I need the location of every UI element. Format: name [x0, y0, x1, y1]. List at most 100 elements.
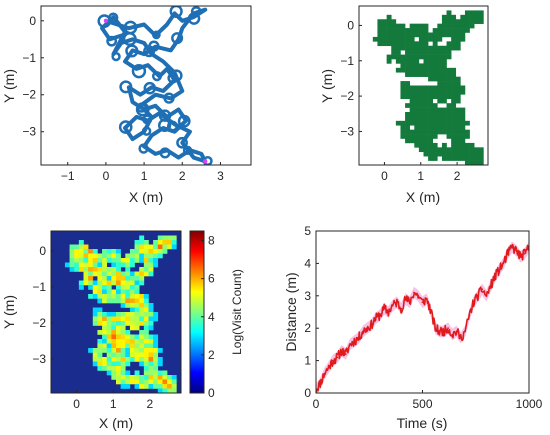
- occupancy-cell: [437, 120, 443, 126]
- occupancy-cell: [437, 72, 443, 77]
- heatmap-cell: [97, 330, 103, 335]
- occupancy-cell: [446, 89, 452, 95]
- heatmap-cell: [134, 294, 140, 299]
- occupancy-cell: [423, 23, 429, 29]
- occupancy-cell: [437, 59, 443, 64]
- heatmap-cell: [102, 321, 108, 326]
- heatmap-cell: [106, 258, 112, 263]
- heatmap-cell: [111, 258, 117, 263]
- occupancy-cell: [455, 98, 461, 104]
- heatmap-cell: [83, 244, 89, 250]
- occupancy-cell: [382, 19, 387, 24]
- occupancy-cell: [437, 76, 443, 82]
- occupancy-cell: [409, 134, 415, 139]
- heatmap-cell: [143, 321, 149, 326]
- distance-point: [366, 327, 369, 330]
- heatmap-cell: [116, 312, 121, 317]
- occupancy-cell: [446, 107, 452, 113]
- heatmap-cell: [111, 343, 117, 349]
- heatmap-cell: [129, 253, 135, 259]
- heatmap-cell: [102, 262, 108, 268]
- occupancy-cell: [460, 129, 466, 135]
- occupancy-cell: [460, 147, 466, 153]
- trajectory-loop: [136, 102, 147, 113]
- heatmap-cell: [111, 316, 117, 322]
- distance-point: [361, 330, 364, 333]
- distance-point: [336, 356, 339, 359]
- heatmap-cell: [125, 271, 131, 277]
- trajectory-xtick-label: 2: [179, 169, 186, 183]
- occupancy-cell: [441, 151, 447, 157]
- occupancy-cell: [478, 156, 484, 161]
- trajectory-loop: [138, 143, 149, 154]
- heatmap-cell: [69, 258, 75, 263]
- heatmap-cell: [167, 379, 173, 385]
- occupancy-cell: [395, 41, 401, 47]
- occupancy-cell: [446, 76, 452, 82]
- heatmap-cell: [64, 262, 70, 268]
- distance-point: [319, 382, 322, 385]
- heatmap-cell: [143, 370, 149, 376]
- heatmap-cell: [111, 249, 117, 254]
- occupancy-cell: [451, 138, 457, 144]
- occupancy-cell: [432, 76, 438, 82]
- distance-ylabel: Distance (m): [283, 272, 299, 351]
- heatmap-cell: [134, 244, 140, 250]
- heatmap-cell: [116, 375, 121, 380]
- occupancy-cell: [464, 142, 470, 148]
- occupancy-cell: [395, 23, 401, 29]
- heatmap-cell: [171, 244, 177, 250]
- heatmap-cell: [74, 267, 80, 272]
- occupancy-cell: [428, 32, 434, 38]
- colorbar-tick-label: 8: [208, 234, 215, 248]
- occupancy-cell: [386, 28, 392, 33]
- occupancy-cell: [446, 103, 452, 108]
- heatmap-cell: [102, 325, 108, 331]
- heatmap-cell: [143, 294, 149, 299]
- occupancy-cell: [409, 138, 415, 144]
- occupancy-cell: [455, 41, 461, 47]
- occupancy-cell: [405, 59, 410, 64]
- heatmap-cell: [106, 330, 112, 335]
- heatmap-cell: [78, 240, 84, 245]
- heatmap-cell: [143, 267, 149, 272]
- heatmap-cell: [69, 244, 75, 250]
- occupancy-cell: [441, 28, 447, 33]
- occupancy-cell: [455, 107, 461, 113]
- occupancy-cell: [405, 116, 410, 122]
- heatmap-cell: [134, 325, 140, 331]
- occupancy-cell: [460, 112, 466, 117]
- heatmap-cell: [153, 249, 159, 254]
- occupancy-cell: [464, 156, 470, 161]
- trajectory-ytick-label: −2: [22, 88, 36, 102]
- heatmap-cell: [139, 352, 145, 358]
- occupancy-cell: [400, 36, 406, 42]
- occupancy-plot-area: [372, 10, 484, 165]
- heatmap-cell: [116, 325, 121, 331]
- trajectory-xtick-label: 3: [217, 169, 224, 183]
- distance-xtick-label: 500: [412, 397, 432, 411]
- occupancy-cell: [391, 54, 397, 60]
- occupancy-cell: [441, 89, 447, 95]
- heatmap-cell: [92, 285, 98, 290]
- heatmap-cell: [92, 249, 98, 254]
- trajectory-loop: [151, 71, 163, 82]
- heatmap-cell: [125, 276, 131, 281]
- occupancy-cell: [446, 54, 452, 60]
- occupancy-cell: [455, 36, 461, 42]
- heatmap-cell: [116, 249, 121, 254]
- heatmap-cell: [129, 298, 135, 304]
- heatmap-cell: [171, 235, 177, 241]
- heatmap-cell: [116, 258, 121, 263]
- heatmap-cell: [162, 240, 168, 245]
- occupancy-cell: [455, 116, 461, 122]
- occupancy-cell: [455, 142, 461, 148]
- occupancy-cell: [414, 98, 420, 104]
- occupancy-cell: [391, 28, 397, 33]
- heatmap-cell: [143, 366, 149, 371]
- heatmap-cell: [125, 303, 131, 308]
- occupancy-cell: [446, 94, 452, 100]
- heatmap-cell: [69, 262, 75, 268]
- occupancy-cell: [405, 89, 410, 95]
- heatmap-cell: [134, 357, 140, 362]
